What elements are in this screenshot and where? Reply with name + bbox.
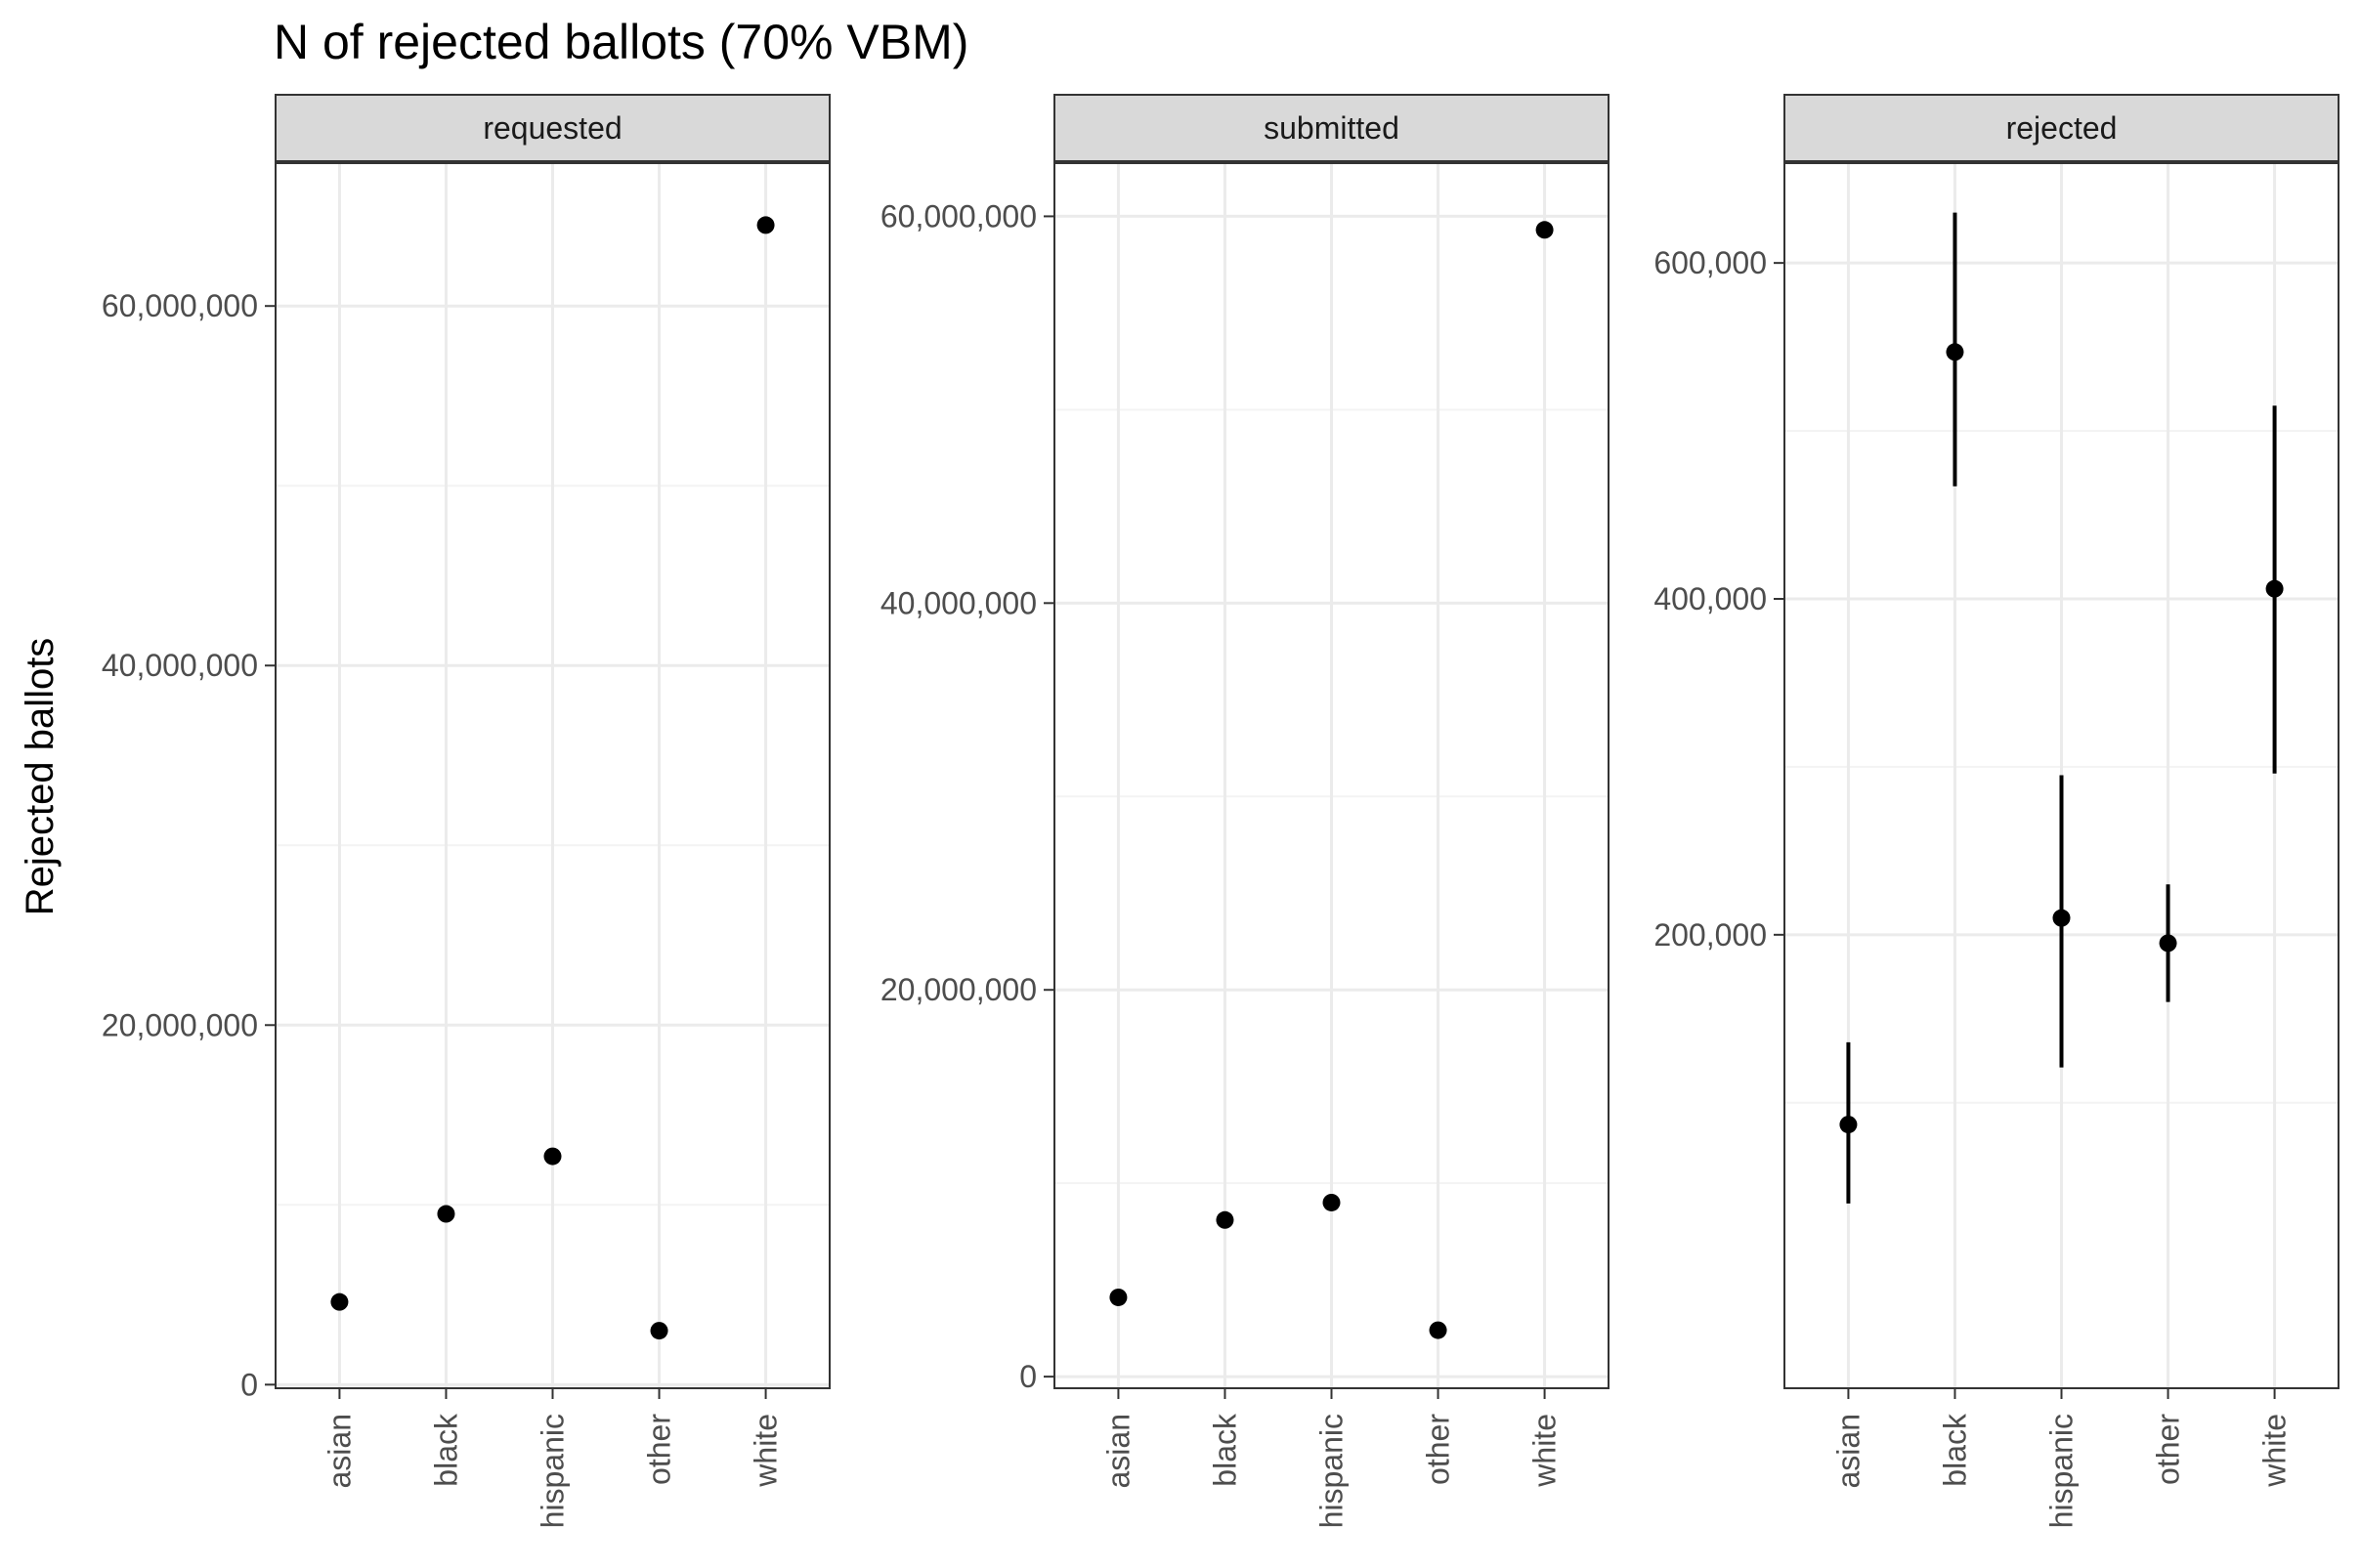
y-tick-label: 200,000 [1653, 917, 1767, 953]
y-tick-label: 60,000,000 [880, 198, 1037, 233]
x-tick-label-black: black [1207, 1413, 1242, 1487]
y-tick-label: 600,000 [1653, 245, 1767, 280]
data-point-black [1946, 343, 1964, 361]
x-tick-label-white: white [749, 1414, 784, 1488]
x-tick-label-white: white [1527, 1414, 1563, 1488]
y-tick-label: 0 [240, 1367, 258, 1402]
x-tick-label-hispanic: hispanic [1314, 1414, 1350, 1528]
x-tick-label-asian: asian [322, 1414, 357, 1489]
x-tick-label-hispanic: hispanic [2044, 1414, 2080, 1528]
facet-strip-background [1053, 94, 1610, 163]
facet-strip-label: requested [483, 110, 622, 146]
data-point-asian [1839, 1116, 1858, 1134]
chart-title: N of rejected ballots (70% VBM) [274, 15, 968, 69]
panels-layer: requested 0 20,000,000 40,000,000 60,000,000… [102, 94, 2340, 1528]
x-tick-label-black: black [1937, 1413, 1972, 1487]
data-point-other [1429, 1321, 1447, 1339]
x-tick-label-other: other [1421, 1414, 1456, 1485]
panel-requested: requested 0 20,000,000 40,000,000 60,000,000… [102, 94, 831, 1528]
data-point-asian [1109, 1288, 1128, 1306]
y-axis-label: Rejected ballots [19, 638, 62, 916]
x-tick-label-asian: asian [1830, 1414, 1866, 1489]
panel-rejected: rejected 200,000 400,000 600,000 asian black h… [1653, 94, 2340, 1528]
facet-strip-label: rejected [2006, 110, 2118, 146]
panel-submitted: submitted 0 20,000,000 40,000,000 60,000,000… [880, 94, 1610, 1528]
y-tick-label: 20,000,000 [102, 1007, 258, 1042]
facet-strip-label: submitted [1264, 110, 1399, 146]
facet-strip-background [1783, 94, 2340, 163]
data-point-hispanic [2052, 909, 2071, 927]
y-tick-label: 0 [1019, 1359, 1037, 1394]
data-point-other [650, 1322, 668, 1340]
x-tick-label-hispanic: hispanic [536, 1414, 571, 1528]
y-tick-label: 40,000,000 [880, 585, 1037, 620]
x-tick-label-asian: asian [1100, 1414, 1136, 1489]
data-point-black [1216, 1210, 1234, 1229]
data-point-other [2159, 934, 2177, 953]
data-point-hispanic [1322, 1193, 1341, 1211]
data-point-asian [330, 1293, 349, 1311]
data-point-hispanic [543, 1147, 562, 1165]
y-tick-label: 20,000,000 [880, 972, 1037, 1007]
x-tick-label-other: other [642, 1414, 677, 1485]
x-tick-label-black: black [428, 1413, 463, 1487]
x-tick-label-other: other [2151, 1414, 2186, 1485]
y-tick-label: 40,000,000 [102, 648, 258, 683]
data-point-white [2265, 579, 2284, 598]
y-tick-label: 60,000,000 [102, 288, 258, 323]
data-point-black [437, 1205, 455, 1223]
y-tick-label: 400,000 [1653, 581, 1767, 616]
x-tick-label-white: white [2257, 1414, 2293, 1488]
data-point-white [756, 216, 775, 234]
data-point-white [1535, 221, 1554, 239]
